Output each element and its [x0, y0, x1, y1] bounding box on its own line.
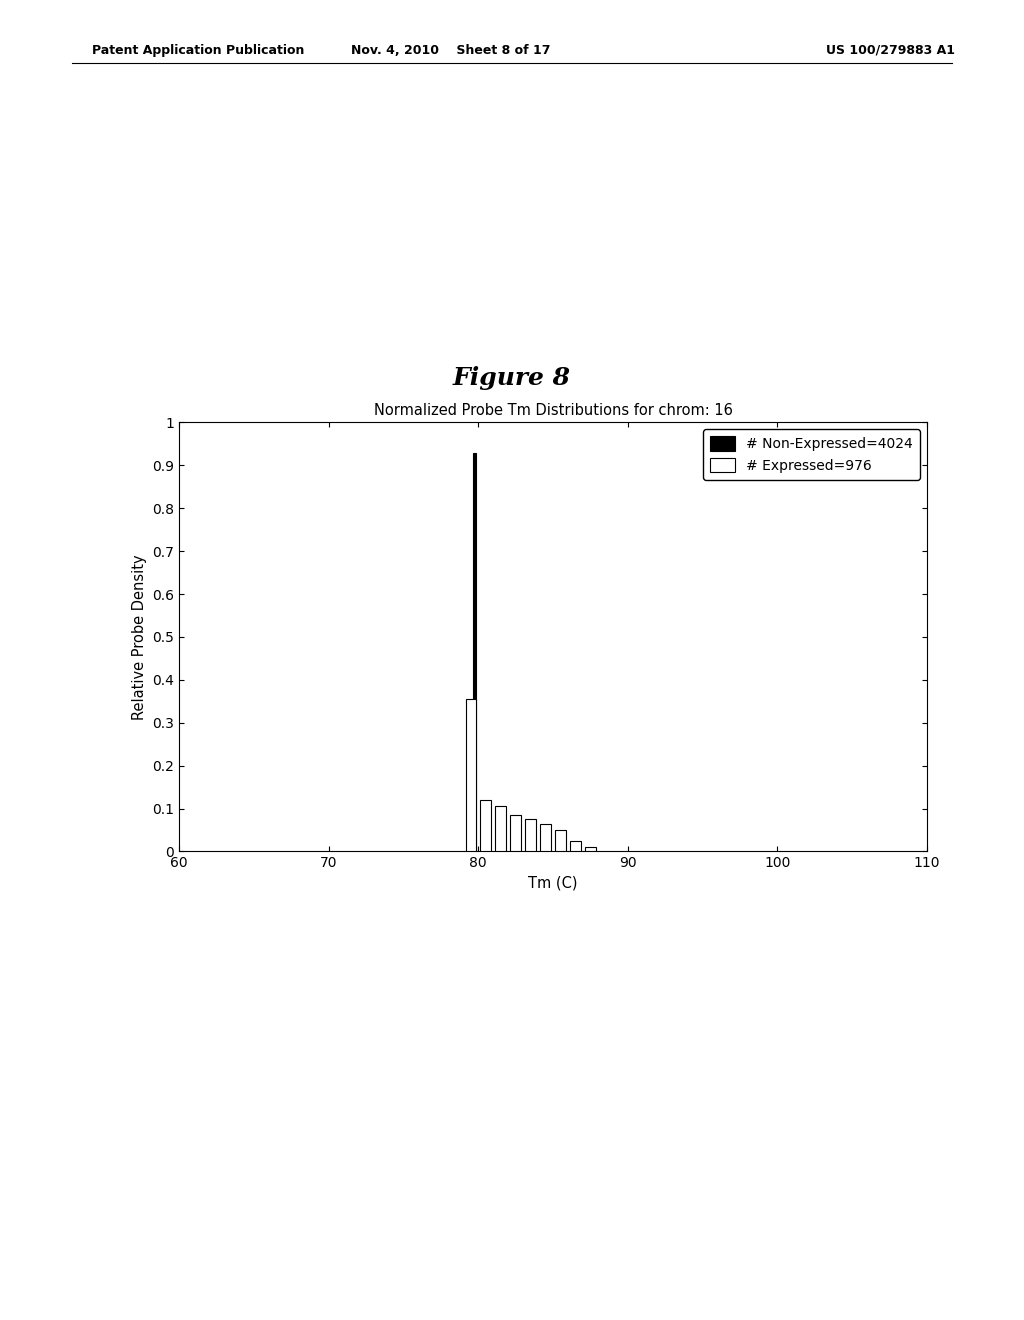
Text: US 100/279883 A1: US 100/279883 A1 — [826, 44, 955, 57]
Bar — [570, 841, 581, 851]
Bar — [555, 830, 565, 851]
Y-axis label: Relative Probe Density: Relative Probe Density — [132, 554, 146, 719]
Bar — [473, 453, 476, 851]
Bar — [510, 814, 521, 851]
Legend: # Non-Expressed=4024, # Expressed=976: # Non-Expressed=4024, # Expressed=976 — [703, 429, 920, 479]
Bar — [585, 847, 596, 851]
Bar — [541, 825, 551, 851]
Bar — [466, 700, 476, 851]
X-axis label: Tm (C): Tm (C) — [528, 875, 578, 891]
Bar — [480, 800, 490, 851]
Text: Nov. 4, 2010    Sheet 8 of 17: Nov. 4, 2010 Sheet 8 of 17 — [351, 44, 550, 57]
Bar — [525, 820, 536, 851]
Text: Figure 8: Figure 8 — [453, 366, 571, 389]
Text: Patent Application Publication: Patent Application Publication — [92, 44, 304, 57]
Title: Normalized Probe Tm Distributions for chrom: 16: Normalized Probe Tm Distributions for ch… — [374, 404, 732, 418]
Bar — [496, 807, 506, 851]
